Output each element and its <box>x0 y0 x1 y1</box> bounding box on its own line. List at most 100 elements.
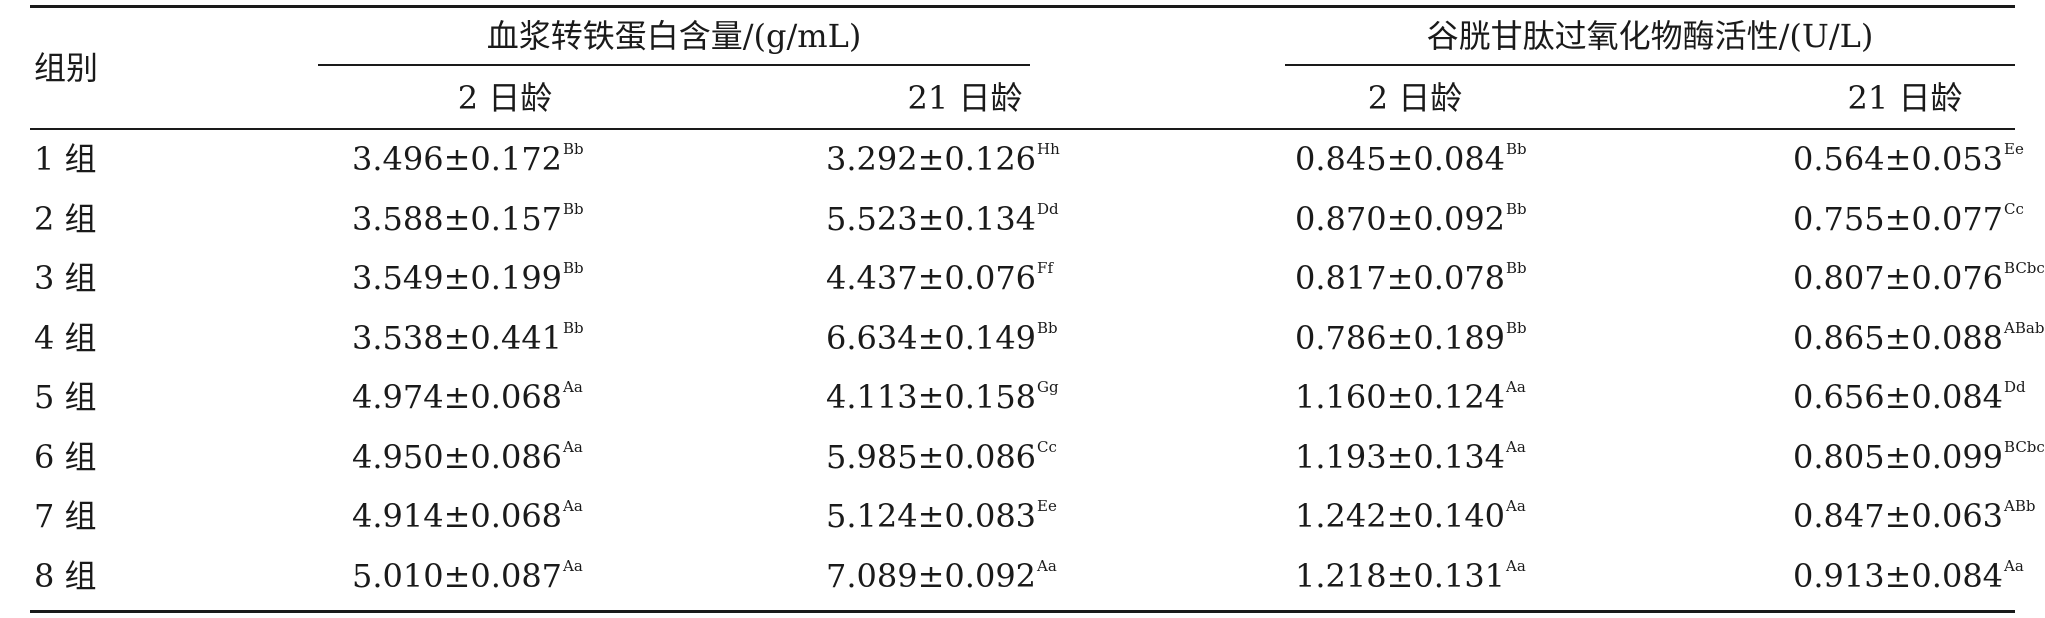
table-cell: 5.523±0.134Dd <box>826 199 1059 239</box>
group-column-header: 组别 <box>34 49 99 87</box>
cell-value: 3.292±0.126 <box>826 140 1037 178</box>
cell-value: 0.847±0.063 <box>1793 497 2004 535</box>
row-label: 3 组 <box>34 259 97 297</box>
table-row: 1 组 3.496±0.172Bb 3.292±0.126Hh 0.845±0.084… <box>0 131 2045 189</box>
table-row: 4 组 3.538±0.441Bb 6.634±0.149Bb 0.786±0.189… <box>0 310 2045 368</box>
significance-letters: Aa <box>563 497 583 515</box>
table-cell: 3.292±0.126Hh <box>826 139 1060 179</box>
significance-letters: Ee <box>2004 140 2024 158</box>
table-cell: 1.218±0.131Aa <box>1295 556 1526 596</box>
significance-letters: Dd <box>1037 199 1059 218</box>
table-cell: 0.786±0.189Bb <box>1295 318 1527 358</box>
significance-letters: Aa <box>563 437 583 456</box>
sub-header-gsh-day2: 2 日龄 <box>1367 79 1463 117</box>
row-label: 1 组 <box>34 140 97 178</box>
cell-value: 0.865±0.088 <box>1793 318 2004 357</box>
table-top-rule <box>30 5 2015 8</box>
significance-letters: Aa <box>1506 497 1526 515</box>
significance-letters: Ff <box>1037 259 1053 277</box>
significance-letters: Bb <box>1506 199 1527 218</box>
significance-letters: Aa <box>1037 556 1057 575</box>
cell-value: 0.845±0.084 <box>1295 140 1506 178</box>
cell-value: 1.218±0.131 <box>1295 556 1506 595</box>
table-cell: 3.549±0.199Bb <box>352 258 584 298</box>
cell-value: 3.538±0.441 <box>352 318 563 357</box>
table-cell: 0.845±0.084Bb <box>1295 139 1527 179</box>
cell-value: 5.985±0.086 <box>826 437 1037 476</box>
cell-value: 0.870±0.092 <box>1295 199 1506 238</box>
cell-value: 3.496±0.172 <box>352 140 563 178</box>
significance-letters: ABb <box>2004 497 2036 515</box>
table-cell: 5.124±0.083Ee <box>826 496 1057 536</box>
sub-header-plasma-day21: 21 日龄 <box>907 79 1023 117</box>
table-cell: 1.160±0.124Aa <box>1295 377 1526 417</box>
table-cell: 4.974±0.068Aa <box>352 377 583 417</box>
table-cell: 1.242±0.140Aa <box>1295 496 1526 536</box>
table-cell: 0.807±0.076BCbc <box>1793 258 2045 298</box>
significance-letters: Cc <box>1037 437 1057 456</box>
table-cell: 4.437±0.076Ff <box>826 258 1053 298</box>
table-cell: 0.913±0.084Aa <box>1793 556 2024 596</box>
significance-letters: Cc <box>2004 199 2024 218</box>
table-cell: 0.564±0.053Ee <box>1793 139 2024 179</box>
cell-value: 3.588±0.157 <box>352 199 563 238</box>
table-cell: 1.193±0.134Aa <box>1295 437 1526 477</box>
cell-value: 4.974±0.068 <box>352 378 563 416</box>
table-row: 6 组 4.950±0.086Aa 5.985±0.086Cc 1.193±0.134… <box>0 429 2045 487</box>
cell-value: 3.549±0.199 <box>352 259 563 297</box>
significance-letters: Aa <box>1506 437 1526 456</box>
table-cell: 3.496±0.172Bb <box>352 139 584 179</box>
table-cell: 0.755±0.077Cc <box>1793 199 2024 239</box>
significance-letters: Aa <box>1506 556 1526 575</box>
plasma-header-underline <box>318 64 1030 66</box>
table-cell: 0.656±0.084Dd <box>1793 377 2026 417</box>
table-cell: 0.847±0.063ABb <box>1793 496 2036 536</box>
table-cell: 0.870±0.092Bb <box>1295 199 1527 239</box>
significance-letters: Gg <box>1037 378 1059 396</box>
cell-value: 5.124±0.083 <box>826 497 1037 535</box>
gsh-px-activity-header: 谷胱甘肽过氧化物酶活性/(U/L) <box>1426 17 1874 55</box>
significance-letters: Bb <box>563 259 584 277</box>
cell-value: 7.089±0.092 <box>826 556 1037 595</box>
table-cell: 0.805±0.099BCbc <box>1793 437 2045 477</box>
cell-value: 4.950±0.086 <box>352 437 563 476</box>
table-row: 3 组 3.549±0.199Bb 4.437±0.076Ff 0.817±0.078… <box>0 250 2045 308</box>
cell-value: 1.242±0.140 <box>1295 497 1506 535</box>
significance-letters: Bb <box>1037 318 1058 337</box>
table-header-rule <box>30 128 2015 130</box>
cell-value: 0.786±0.189 <box>1295 318 1506 357</box>
significance-letters: Bb <box>563 199 584 218</box>
cell-value: 0.913±0.084 <box>1793 556 2004 595</box>
row-label: 5 组 <box>34 378 97 416</box>
table-cell: 3.538±0.441Bb <box>352 318 584 358</box>
cell-value: 0.656±0.084 <box>1793 378 2004 416</box>
row-label: 8 组 <box>34 556 97 595</box>
significance-letters: Aa <box>1506 378 1526 396</box>
cell-value: 4.113±0.158 <box>826 378 1037 416</box>
row-label: 4 组 <box>34 318 97 357</box>
significance-letters: Ee <box>1037 497 1057 515</box>
table-row: 2 组 3.588±0.157Bb 5.523±0.134Dd 0.870±0.092… <box>0 191 2045 249</box>
table-cell: 4.113±0.158Gg <box>826 377 1059 417</box>
row-label: 2 组 <box>34 199 97 238</box>
row-label: 7 组 <box>34 497 97 535</box>
cell-value: 4.914±0.068 <box>352 497 563 535</box>
significance-letters: ABab <box>2004 318 2045 337</box>
significance-letters: Dd <box>2004 378 2026 396</box>
cell-value: 1.193±0.134 <box>1295 437 1506 476</box>
significance-letters: Bb <box>1506 318 1527 337</box>
table-cell: 7.089±0.092Aa <box>826 556 1057 596</box>
table-cell: 6.634±0.149Bb <box>826 318 1058 358</box>
table-row: 8 组 5.010±0.087Aa 7.089±0.092Aa 1.218±0.131… <box>0 548 2045 606</box>
significance-letters: Aa <box>2004 556 2024 575</box>
significance-letters: BCbc <box>2004 437 2045 456</box>
table-bottom-rule <box>30 610 2015 613</box>
table-cell: 3.588±0.157Bb <box>352 199 584 239</box>
table-row: 5 组 4.974±0.068Aa 4.113±0.158Gg 1.160±0.124… <box>0 369 2045 427</box>
significance-letters: Bb <box>563 140 584 158</box>
cell-value: 0.805±0.099 <box>1793 437 2004 476</box>
plasma-transferrin-header: 血浆转铁蛋白含量/(g/mL) <box>486 17 862 55</box>
gsh-header-underline <box>1285 64 2015 66</box>
cell-value: 0.564±0.053 <box>1793 140 2004 178</box>
significance-letters: Aa <box>563 378 583 396</box>
